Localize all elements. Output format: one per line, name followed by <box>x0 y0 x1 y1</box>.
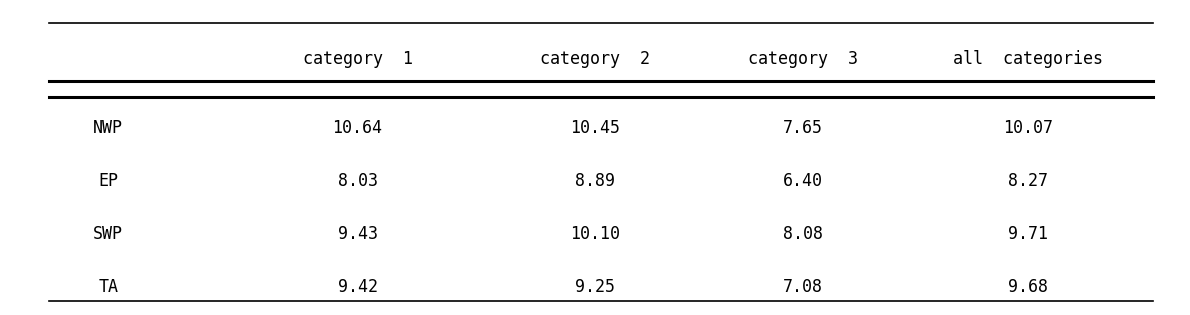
Text: 8.03: 8.03 <box>338 172 377 190</box>
Text: SWP: SWP <box>93 225 124 243</box>
Text: category  1: category 1 <box>302 50 413 68</box>
Text: 10.10: 10.10 <box>570 225 620 243</box>
Text: category  3: category 3 <box>747 50 858 68</box>
Text: category  2: category 2 <box>540 50 650 68</box>
Text: 8.08: 8.08 <box>783 225 822 243</box>
Text: 9.43: 9.43 <box>338 225 377 243</box>
Text: 7.65: 7.65 <box>783 119 822 137</box>
Text: 9.71: 9.71 <box>1008 225 1048 243</box>
Text: 10.07: 10.07 <box>1003 119 1053 137</box>
Text: 9.68: 9.68 <box>1008 278 1048 296</box>
Text: 6.40: 6.40 <box>783 172 822 190</box>
Text: 8.27: 8.27 <box>1008 172 1048 190</box>
Text: TA: TA <box>99 278 118 296</box>
Text: all  categories: all categories <box>953 50 1103 68</box>
Text: EP: EP <box>99 172 118 190</box>
Text: 7.08: 7.08 <box>783 278 822 296</box>
Text: 10.45: 10.45 <box>570 119 620 137</box>
Text: NWP: NWP <box>93 119 124 137</box>
Text: 8.89: 8.89 <box>575 172 615 190</box>
Text: 9.42: 9.42 <box>338 278 377 296</box>
Text: 9.25: 9.25 <box>575 278 615 296</box>
Text: 10.64: 10.64 <box>332 119 382 137</box>
